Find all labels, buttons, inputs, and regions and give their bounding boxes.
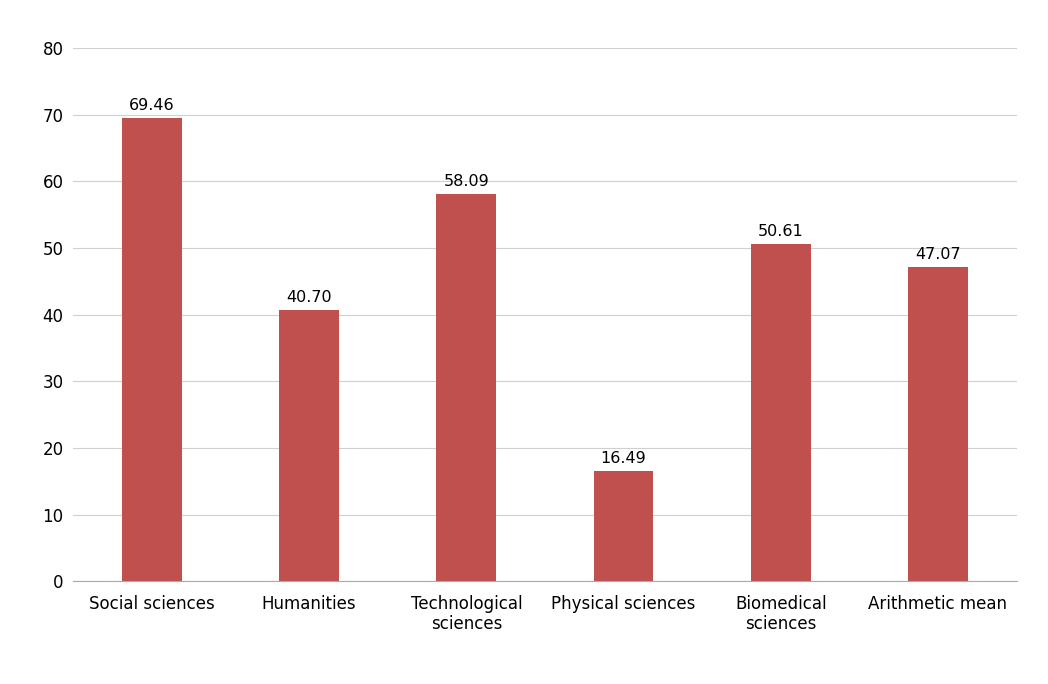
Text: 50.61: 50.61 — [758, 224, 804, 239]
Bar — [122, 118, 182, 581]
Text: 47.07: 47.07 — [915, 247, 961, 262]
Bar — [593, 471, 654, 581]
Text: 69.46: 69.46 — [129, 98, 175, 113]
Text: 16.49: 16.49 — [601, 451, 647, 466]
Text: 58.09: 58.09 — [443, 174, 489, 189]
Bar — [436, 194, 496, 581]
Bar — [279, 310, 340, 581]
Text: 40.70: 40.70 — [286, 289, 332, 304]
Bar — [750, 244, 811, 581]
Bar — [908, 267, 967, 581]
